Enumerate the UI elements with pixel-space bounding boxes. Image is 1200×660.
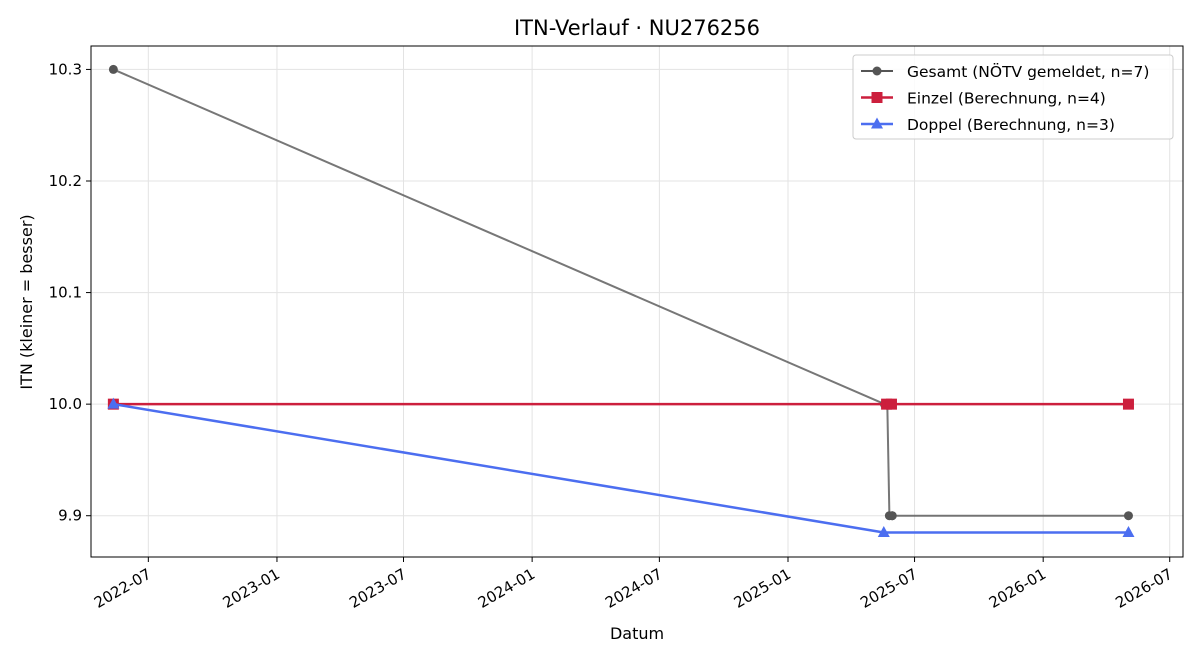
legend-item-doppel: Doppel (Berechnung, n=3)	[861, 116, 1115, 134]
series-layer	[107, 64, 1135, 537]
legend-label: Gesamt (NÖTV gemeldet, n=7)	[907, 62, 1149, 81]
series-line-gesamt	[113, 68, 1129, 517]
legend-label: Doppel (Berechnung, n=3)	[907, 116, 1115, 134]
y-tick-label: 10.3	[49, 60, 82, 78]
legend-item-gesamt: Gesamt (NÖTV gemeldet, n=7)	[861, 62, 1149, 81]
y-axis-label: ITN (kleiner = besser)	[17, 214, 36, 389]
chart-title: ITN-Verlauf · NU276256	[514, 16, 760, 40]
y-tick-label: 10.1	[49, 284, 82, 302]
legend: Gesamt (NÖTV gemeldet, n=7) Einzel (Berec…	[852, 54, 1174, 140]
data-point-doppel	[877, 525, 890, 537]
y-tick-label: 10.0	[49, 395, 82, 413]
legend-box	[852, 54, 1174, 140]
legend-marker	[872, 66, 882, 76]
data-point-einzel	[885, 398, 897, 410]
data-point-doppel	[107, 397, 120, 409]
data-point-gesamt	[1123, 511, 1133, 521]
legend-item-einzel: Einzel (Berechnung, n=4)	[861, 90, 1106, 108]
data-point-gesamt	[887, 511, 897, 521]
data-point-gesamt	[108, 64, 118, 74]
y-tick-label: 9.9	[58, 507, 82, 525]
legend-marker	[871, 92, 883, 103]
series-doppel	[107, 397, 1135, 537]
plot-frame	[90, 45, 1184, 558]
legend-marker	[871, 117, 883, 129]
data-point-doppel	[1122, 525, 1135, 537]
legend-label: Einzel (Berechnung, n=4)	[907, 90, 1106, 108]
x-axis-label: Datum	[610, 624, 664, 643]
y-tick-label: 10.2	[49, 172, 82, 190]
data-point-einzel	[1122, 398, 1134, 410]
